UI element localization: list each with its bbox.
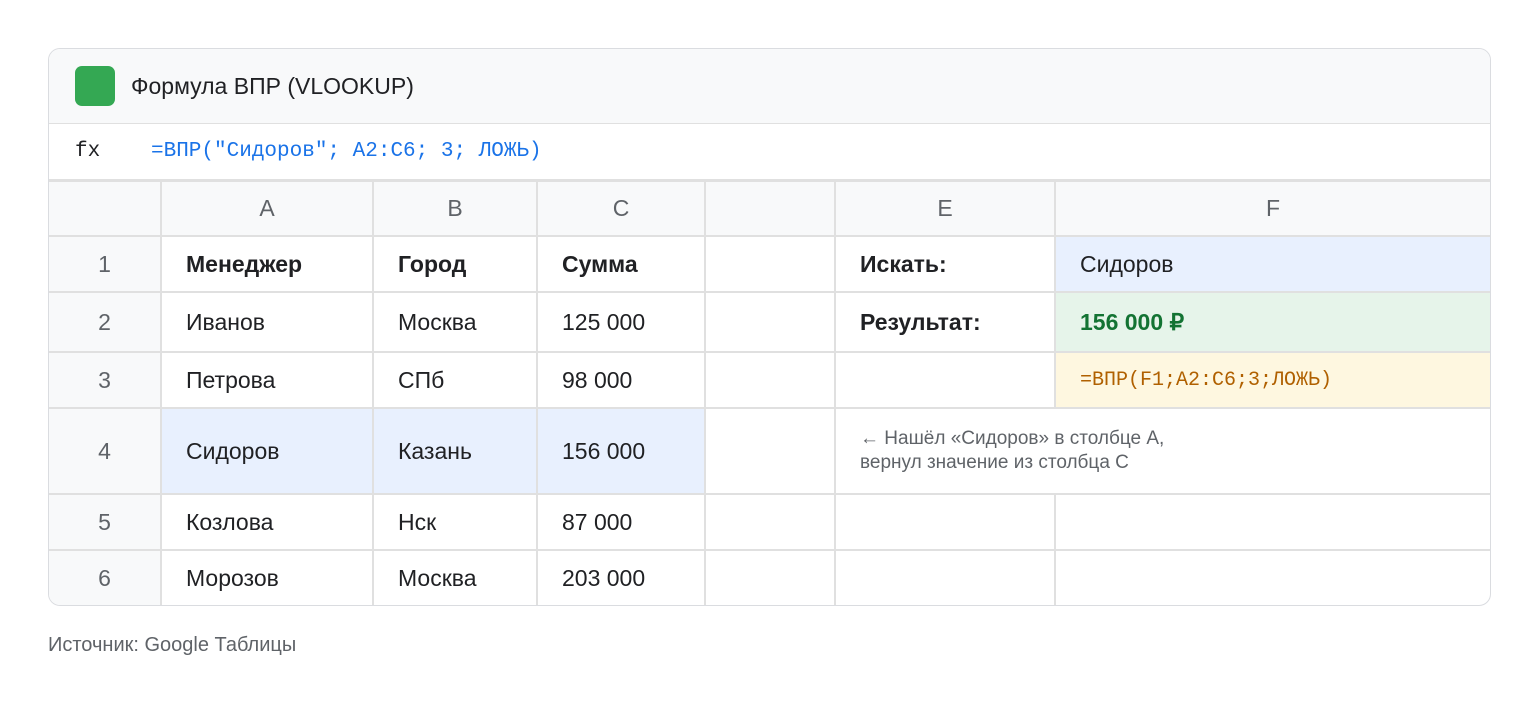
- cell-c2[interactable]: 125 000: [536, 291, 706, 353]
- cell-text: Результат:: [860, 308, 981, 335]
- cell-e1[interactable]: Искать:: [834, 235, 1056, 293]
- row-header[interactable]: 4: [49, 407, 162, 495]
- cell-d4[interactable]: [704, 407, 836, 495]
- card-header: Формула ВПР (VLOOKUP): [49, 49, 1490, 124]
- row-header[interactable]: 6: [49, 549, 162, 605]
- explanation-note: ← Нашёл «Сидоров» в столбце A, вернул зна…: [834, 407, 1490, 495]
- cell-d2[interactable]: [704, 291, 836, 353]
- cell-c6[interactable]: 203 000: [536, 549, 706, 605]
- cell-e6[interactable]: [834, 549, 1056, 605]
- cell-d3[interactable]: [704, 351, 836, 409]
- cell-a1[interactable]: Менеджер: [160, 235, 374, 293]
- cell-d1[interactable]: [704, 235, 836, 293]
- cell-a5[interactable]: Козлова: [160, 493, 374, 551]
- row-header[interactable]: 3: [49, 351, 162, 409]
- sheets-logo-icon: [75, 66, 115, 106]
- spreadsheet-card: Формула ВПР (VLOOKUP) fx =ВПР("Сидоров";…: [48, 48, 1491, 606]
- cell-b1[interactable]: Город: [372, 235, 538, 293]
- row-header[interactable]: 1: [49, 235, 162, 293]
- column-header-b[interactable]: B: [372, 182, 538, 237]
- column-header-a[interactable]: A: [160, 182, 374, 237]
- cell-b4[interactable]: Казань: [372, 407, 538, 495]
- cell-b5[interactable]: Нск: [372, 493, 538, 551]
- column-header-d[interactable]: [704, 182, 836, 237]
- cell-text: Менеджер: [186, 250, 303, 277]
- cell-e2[interactable]: Результат:: [834, 291, 1056, 353]
- card-title: Формула ВПР (VLOOKUP): [131, 72, 414, 99]
- cell-c3[interactable]: 98 000: [536, 351, 706, 409]
- cell-f2[interactable]: 156 000 ₽: [1054, 291, 1490, 353]
- cell-d5[interactable]: [704, 493, 836, 551]
- cell-f5[interactable]: [1054, 493, 1490, 551]
- cell-text: Город: [398, 250, 467, 277]
- cell-c4[interactable]: 156 000: [536, 407, 706, 495]
- cell-text: Сумма: [562, 250, 638, 277]
- cell-a2[interactable]: Иванов: [160, 291, 374, 353]
- corner-cell[interactable]: [49, 182, 162, 237]
- cell-d6[interactable]: [704, 549, 836, 605]
- cell-c1[interactable]: Сумма: [536, 235, 706, 293]
- formula-input[interactable]: =ВПР("Сидоров"; A2:C6; 3; ЛОЖЬ): [151, 140, 542, 163]
- note-line: вернул значение из столбца C: [860, 452, 1129, 473]
- cell-a4[interactable]: Сидоров: [160, 407, 374, 495]
- column-header-f[interactable]: F: [1054, 182, 1490, 237]
- cell-b2[interactable]: Москва: [372, 291, 538, 353]
- cell-a3[interactable]: Петрова: [160, 351, 374, 409]
- cell-a6[interactable]: Морозов: [160, 549, 374, 605]
- cell-b6[interactable]: Москва: [372, 549, 538, 605]
- cell-text: Искать:: [860, 250, 947, 277]
- source-caption: Источник: Google Таблицы: [48, 634, 297, 656]
- cell-f1[interactable]: Сидоров: [1054, 235, 1490, 293]
- note-line: ← Нашёл «Сидоров» в столбце A,: [860, 428, 1165, 449]
- sheet-grid: A B C E F 1 Менеджер Город Сумма Искать:…: [49, 182, 1490, 605]
- fx-icon: fx: [75, 140, 101, 163]
- formula-bar[interactable]: fx =ВПР("Сидоров"; A2:C6; 3; ЛОЖЬ): [49, 124, 1490, 182]
- cell-f6[interactable]: [1054, 549, 1490, 605]
- cell-e5[interactable]: [834, 493, 1056, 551]
- column-header-c[interactable]: C: [536, 182, 706, 237]
- cell-e3[interactable]: [834, 351, 1056, 409]
- row-header[interactable]: 5: [49, 493, 162, 551]
- cell-b3[interactable]: СПб: [372, 351, 538, 409]
- cell-f3[interactable]: =ВПР(F1;A2:C6;3;ЛОЖЬ): [1054, 351, 1490, 409]
- cell-c5[interactable]: 87 000: [536, 493, 706, 551]
- column-header-e[interactable]: E: [834, 182, 1056, 237]
- row-header[interactable]: 2: [49, 291, 162, 353]
